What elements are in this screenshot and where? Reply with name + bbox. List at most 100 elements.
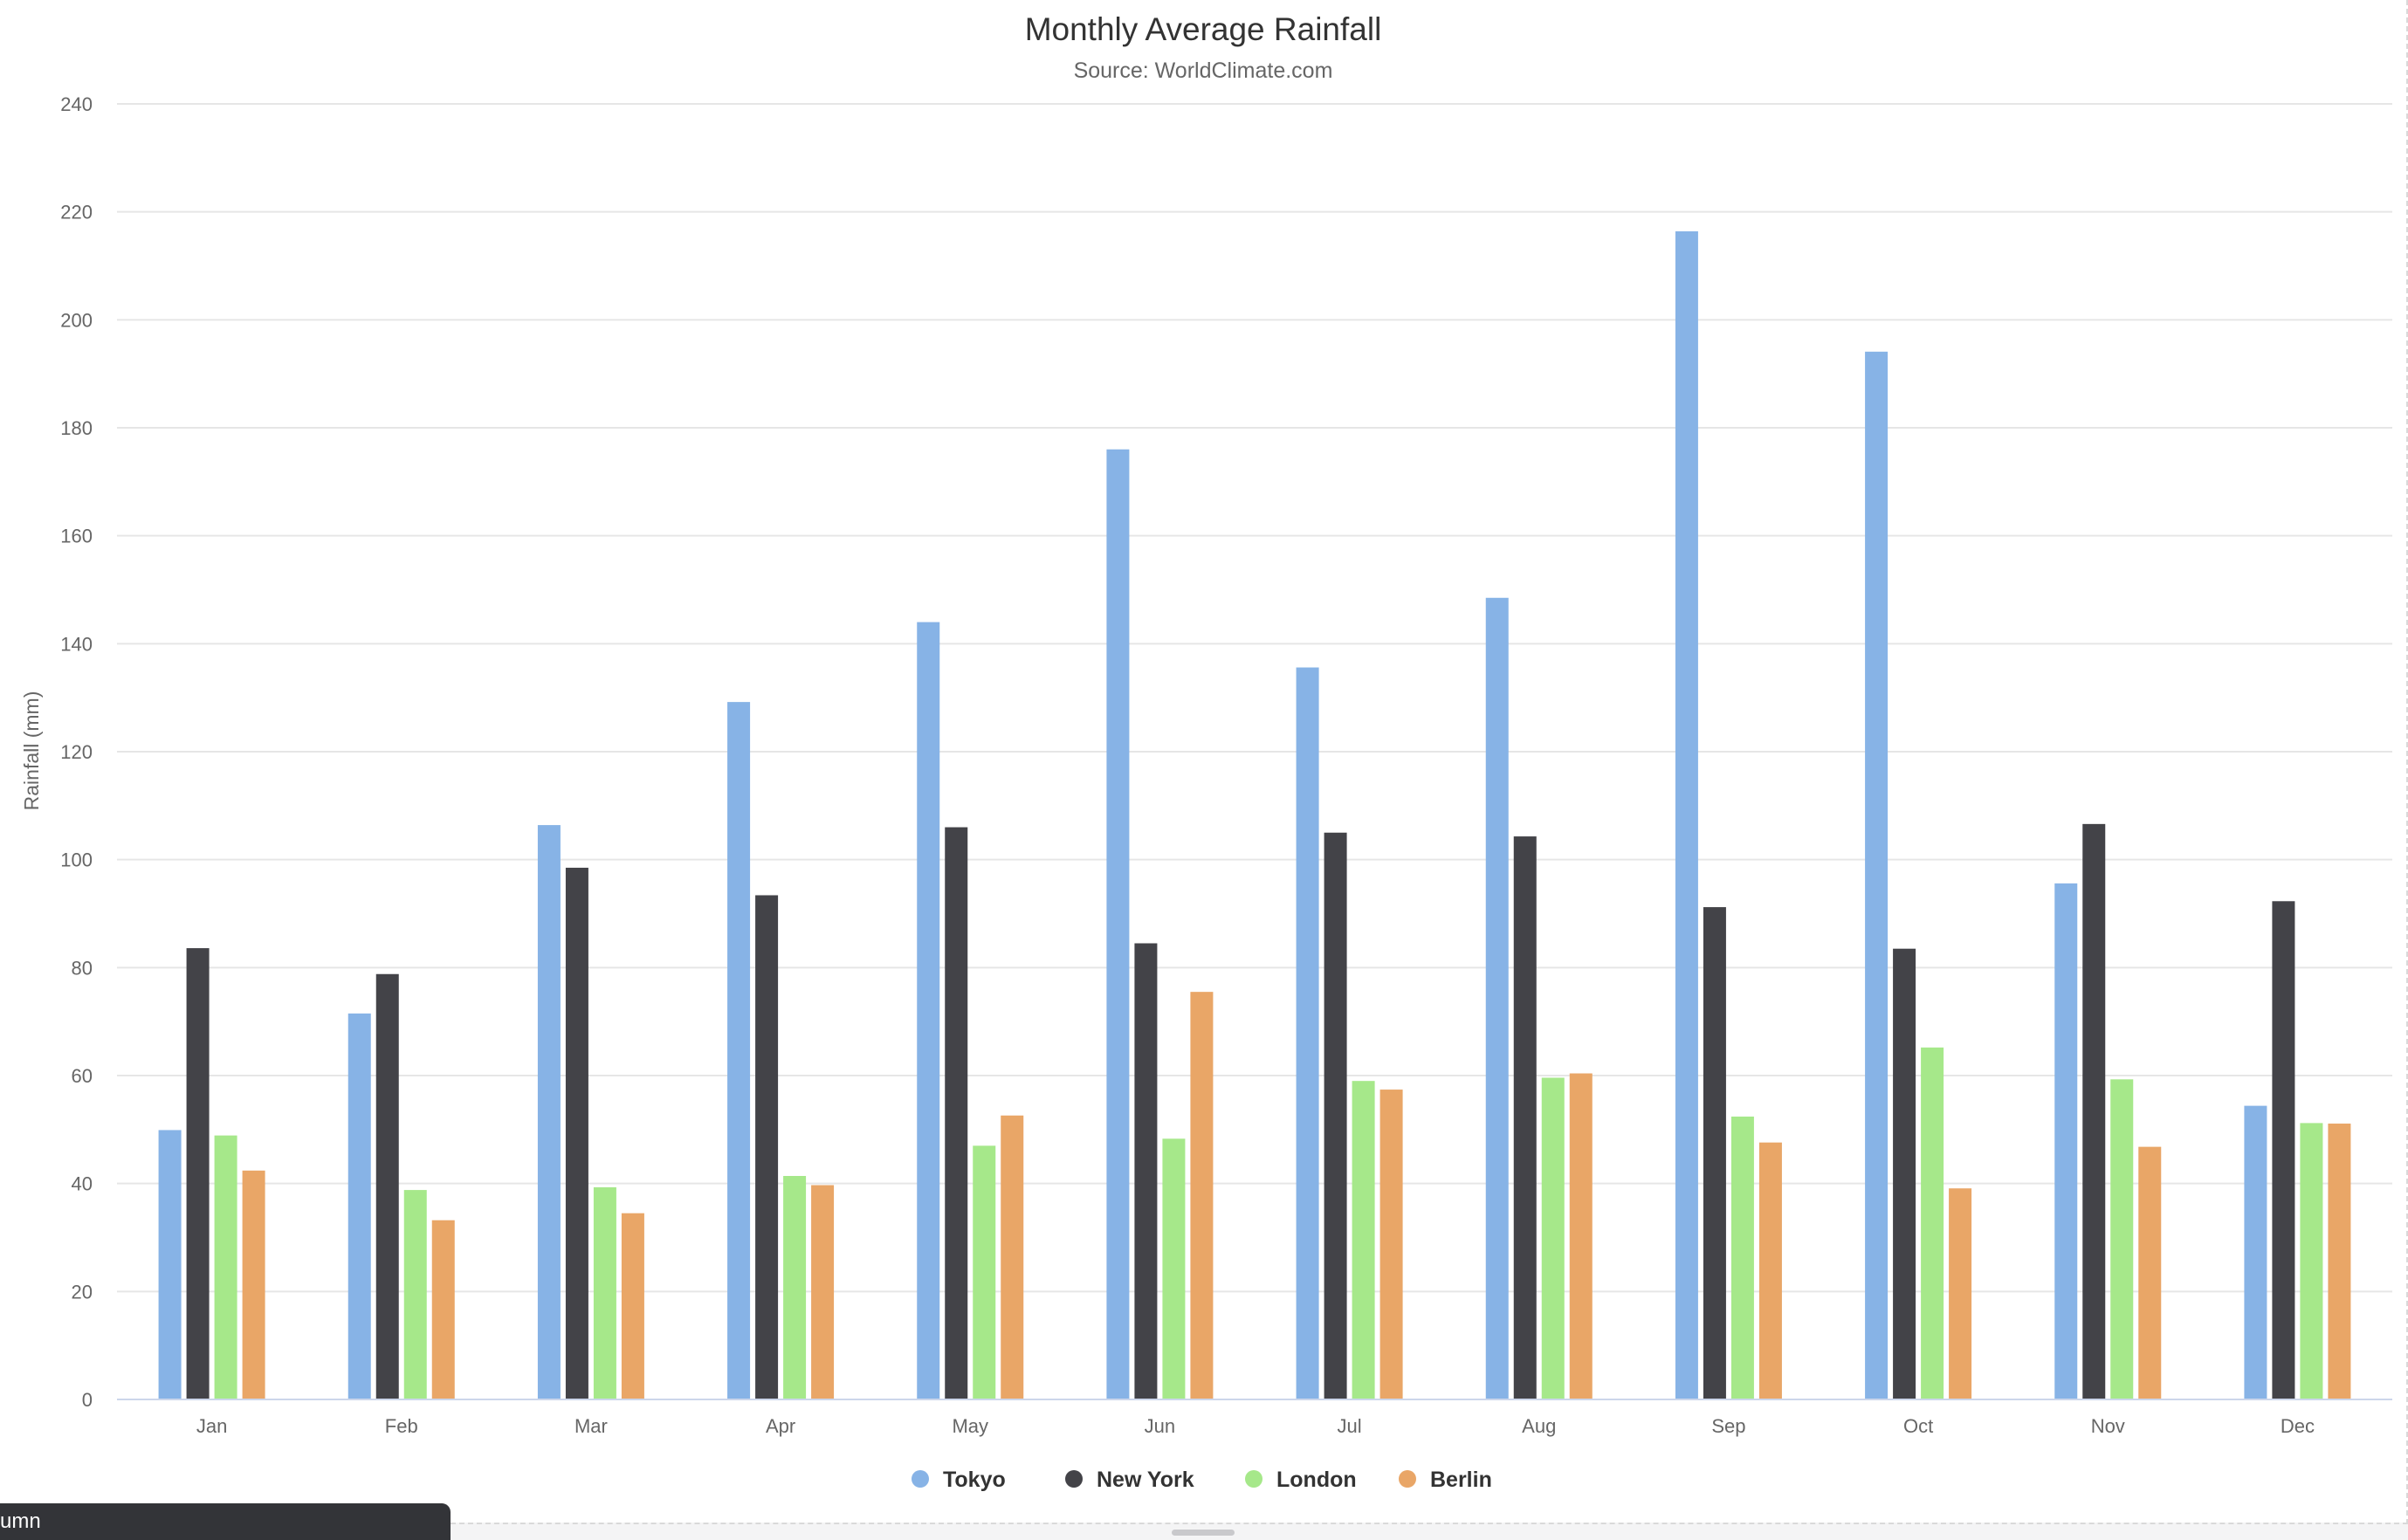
bar[interactable]	[2138, 1146, 2162, 1399]
bar[interactable]	[593, 1186, 616, 1399]
x-tick-label: Feb	[385, 1415, 418, 1437]
y-tick-label: 100	[60, 849, 93, 871]
bar[interactable]	[431, 1220, 455, 1399]
bar[interactable]	[1190, 992, 1214, 1399]
bar[interactable]	[1001, 1115, 1024, 1399]
bar[interactable]	[347, 1013, 371, 1399]
y-tick-label: 0	[82, 1389, 93, 1411]
bar[interactable]	[403, 1190, 427, 1399]
bar[interactable]	[1352, 1081, 1375, 1399]
bar[interactable]	[375, 973, 399, 1399]
x-tick-label: May	[952, 1415, 988, 1437]
y-tick-label: 160	[60, 526, 93, 547]
y-tick-label: 140	[60, 633, 93, 655]
bar[interactable]	[2244, 1105, 2267, 1399]
bar[interactable]	[537, 825, 561, 1399]
y-tick-label: 180	[60, 417, 93, 439]
bar[interactable]	[242, 1170, 265, 1399]
bar[interactable]	[1730, 1116, 1754, 1399]
series-london	[214, 1047, 2323, 1399]
bar[interactable]	[2300, 1123, 2323, 1399]
x-tick-label: Apr	[766, 1415, 795, 1437]
bar[interactable]	[1921, 1047, 1944, 1399]
bar[interactable]	[1865, 351, 1889, 1400]
legend-label: Tokyo	[943, 1468, 1006, 1492]
series-berlin	[242, 992, 2351, 1399]
bar[interactable]	[1379, 1090, 1403, 1399]
bar[interactable]	[214, 1135, 237, 1399]
legend-item-tokyo[interactable]: Tokyo	[912, 1468, 1006, 1492]
bar[interactable]	[811, 1185, 835, 1399]
legend-item-new-york[interactable]: New York	[1065, 1468, 1194, 1492]
legend-item-london[interactable]: London	[1245, 1468, 1357, 1492]
legend-label: New York	[1097, 1468, 1194, 1492]
y-axis-title: Rainfall (mm)	[20, 691, 43, 811]
legend-marker	[1065, 1470, 1083, 1488]
y-tick-label: 20	[72, 1281, 93, 1303]
bar[interactable]	[1106, 449, 1130, 1399]
bar[interactable]	[1541, 1077, 1565, 1399]
series-tokyo	[158, 230, 2267, 1400]
bar[interactable]	[1296, 667, 1319, 1399]
bar[interactable]	[1513, 836, 1537, 1399]
x-tick-label: Oct	[1903, 1415, 1933, 1437]
series-new-york	[186, 823, 2295, 1399]
x-tick-label: Jun	[1145, 1415, 1175, 1437]
x-tick-label: Mar	[574, 1415, 608, 1437]
chart-title: Monthly Average Rainfall	[1025, 11, 1382, 47]
legend-label: Berlin	[1430, 1468, 1492, 1492]
resize-handle[interactable]	[1172, 1530, 1235, 1536]
legend-marker	[1245, 1470, 1262, 1488]
x-tick-label: Sep	[1711, 1415, 1745, 1437]
legend-label: London	[1276, 1468, 1357, 1492]
x-tick-label: Aug	[1522, 1415, 1556, 1437]
bar[interactable]	[158, 1130, 182, 1399]
bar[interactable]	[1569, 1073, 1593, 1399]
y-tick-label: 40	[72, 1173, 93, 1195]
container-bottom-border	[451, 1523, 2408, 1540]
bottom-tab-label: umn	[0, 1509, 41, 1533]
bar[interactable]	[1485, 597, 1509, 1399]
chart-subtitle: Source: WorldClimate.com	[1074, 58, 1333, 83]
bar[interactable]	[2054, 883, 2078, 1399]
bar[interactable]	[783, 1176, 807, 1399]
bar[interactable]	[2328, 1124, 2351, 1399]
bar[interactable]	[2082, 823, 2106, 1399]
container-right-border	[2406, 0, 2408, 1524]
bar[interactable]	[1324, 832, 1347, 1399]
x-tick-label: Jul	[1338, 1415, 1362, 1437]
x-tick-label: Dec	[2281, 1415, 2315, 1437]
bar[interactable]	[1758, 1142, 1782, 1399]
bar[interactable]	[2110, 1079, 2134, 1399]
bar[interactable]	[1703, 907, 1726, 1399]
bar[interactable]	[1949, 1188, 1972, 1399]
x-tick-label: Nov	[2091, 1415, 2125, 1437]
legend-marker	[912, 1470, 929, 1488]
bar[interactable]	[755, 895, 779, 1399]
y-tick-label: 240	[60, 93, 93, 115]
y-tick-label: 220	[60, 202, 93, 223]
legend-item-berlin[interactable]: Berlin	[1399, 1468, 1492, 1492]
bar[interactable]	[565, 867, 588, 1399]
y-tick-label: 80	[72, 957, 93, 979]
bar[interactable]	[1893, 948, 1916, 1399]
bar[interactable]	[973, 1145, 996, 1399]
y-tick-label: 120	[60, 741, 93, 763]
bar-series	[158, 230, 2351, 1400]
y-tick-label: 200	[60, 309, 93, 331]
y-tick-label: 60	[72, 1065, 93, 1087]
bar[interactable]	[621, 1213, 644, 1399]
bar[interactable]	[1162, 1138, 1186, 1399]
grid-lines	[117, 103, 2392, 1293]
bar[interactable]	[186, 948, 210, 1399]
bar[interactable]	[1675, 230, 1698, 1400]
bar[interactable]	[917, 622, 940, 1399]
bar[interactable]	[2272, 901, 2295, 1399]
bottom-tab[interactable]: umn	[0, 1503, 451, 1540]
bar[interactable]	[945, 827, 968, 1399]
bar[interactable]	[727, 702, 751, 1399]
bar[interactable]	[1134, 943, 1158, 1399]
x-axis-ticks: Jan Feb Mar Apr May Jun Jul Aug Sep Oct Nov Dec	[196, 1415, 2315, 1437]
y-axis-ticks: 0 20 40 60 80 100 120 140 160 180 200 220 240	[60, 93, 93, 1411]
